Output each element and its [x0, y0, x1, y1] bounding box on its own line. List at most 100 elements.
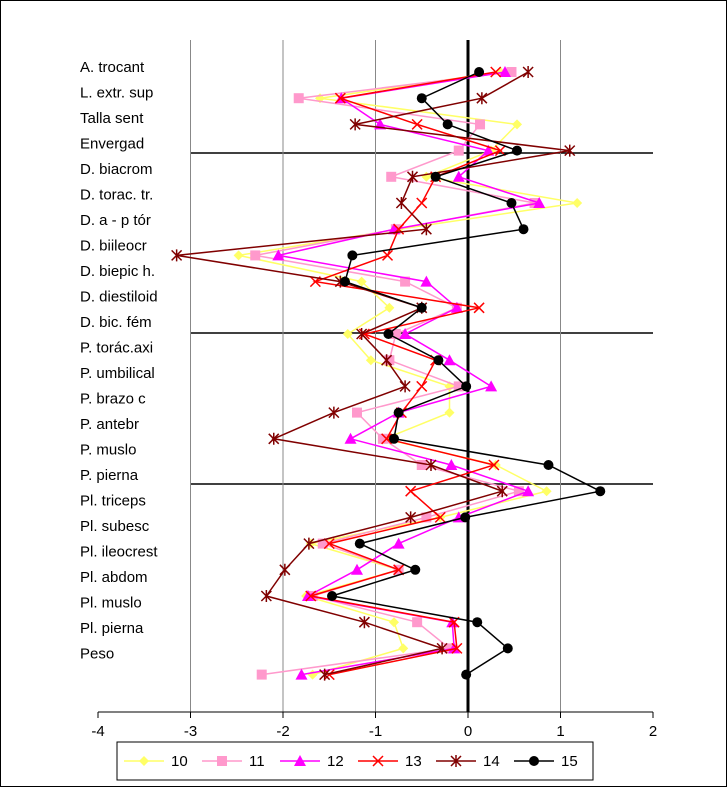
- category-label: Pl. subesc: [80, 518, 150, 535]
- marker: [450, 755, 462, 767]
- marker: [453, 381, 464, 392]
- marker: [488, 459, 500, 471]
- x-tick-label: -4: [91, 723, 104, 740]
- marker: [400, 276, 411, 287]
- marker: [485, 380, 498, 392]
- marker: [383, 329, 394, 339]
- category-label: P. muslo: [80, 441, 136, 458]
- category-label: D. biileocr: [80, 237, 147, 254]
- category-label: Pl. triceps: [80, 492, 146, 509]
- category-label: Pl. pierna: [80, 620, 144, 637]
- marker: [390, 329, 401, 339]
- marker: [436, 642, 448, 655]
- marker: [412, 617, 423, 628]
- marker: [279, 563, 291, 576]
- marker: [405, 485, 417, 497]
- marker: [381, 249, 394, 261]
- marker: [474, 67, 485, 77]
- marker: [351, 563, 363, 575]
- legend-label: 14: [483, 753, 500, 770]
- marker: [421, 512, 432, 523]
- marker: [595, 486, 606, 497]
- marker: [405, 511, 417, 524]
- marker: [444, 407, 455, 418]
- marker: [494, 145, 506, 157]
- marker: [250, 250, 261, 261]
- marker: [411, 118, 423, 130]
- marker: [512, 145, 523, 156]
- legend-label: 13: [405, 753, 422, 770]
- x-tick-label: 0: [464, 723, 472, 740]
- marker: [372, 755, 384, 767]
- marker: [328, 406, 340, 419]
- marker: [506, 198, 517, 208]
- marker: [323, 669, 335, 681]
- marker: [339, 276, 350, 287]
- marker: [564, 144, 576, 157]
- marker: [529, 756, 539, 766]
- marker: [451, 642, 463, 654]
- category-label: P. pierna: [80, 467, 139, 484]
- marker: [317, 538, 328, 549]
- marker: [433, 355, 444, 366]
- legend-label: 11: [249, 753, 265, 770]
- marker: [529, 198, 540, 208]
- marker: [410, 564, 421, 575]
- category-label: D. biepic h.: [80, 263, 155, 280]
- marker: [430, 171, 441, 182]
- marker: [572, 198, 583, 208]
- marker: [475, 119, 486, 130]
- marker: [420, 275, 433, 287]
- marker: [381, 354, 393, 367]
- category-label: P. brazo c: [80, 390, 146, 407]
- marker: [472, 617, 483, 628]
- marker: [305, 590, 317, 602]
- marker: [461, 381, 472, 392]
- marker: [377, 433, 388, 444]
- marker: [395, 197, 407, 209]
- category-label: L. extr. sup: [80, 84, 153, 101]
- marker: [347, 250, 358, 261]
- marker: [386, 171, 397, 182]
- marker: [327, 591, 338, 601]
- marker: [452, 170, 465, 182]
- marker: [399, 328, 412, 339]
- marker: [389, 433, 399, 444]
- x-tick-label: 1: [556, 723, 564, 740]
- marker: [406, 170, 419, 183]
- marker: [349, 118, 361, 131]
- legend-label: 15: [561, 753, 578, 770]
- category-label: D. bic. fém: [80, 314, 152, 331]
- x-tick-label: -1: [369, 723, 382, 740]
- marker: [453, 145, 464, 156]
- category-label: D. biacrom: [80, 161, 153, 178]
- category-label: Pl. abdom: [80, 569, 148, 586]
- marker: [352, 407, 362, 418]
- marker: [518, 224, 529, 235]
- marker: [442, 119, 453, 130]
- marker: [461, 669, 472, 680]
- category-label: P. umbilical: [80, 365, 155, 382]
- marker: [513, 486, 524, 497]
- marker: [301, 590, 314, 601]
- marker: [416, 93, 427, 104]
- category-label: D. a - p tór: [80, 212, 151, 229]
- marker: [460, 512, 471, 523]
- marker: [393, 564, 405, 576]
- marker: [365, 355, 376, 366]
- marker: [272, 249, 285, 261]
- marker: [448, 642, 461, 654]
- marker: [445, 459, 458, 470]
- marker: [334, 92, 346, 104]
- series: [327, 67, 606, 680]
- marker: [443, 354, 456, 366]
- marker: [384, 355, 395, 366]
- marker: [295, 668, 308, 680]
- marker: [268, 432, 280, 445]
- marker: [344, 432, 357, 444]
- series-line: [310, 71, 503, 676]
- marker: [392, 537, 405, 549]
- marker: [303, 537, 315, 550]
- legend-box: [116, 741, 594, 781]
- category-label: Talla sent: [80, 110, 144, 127]
